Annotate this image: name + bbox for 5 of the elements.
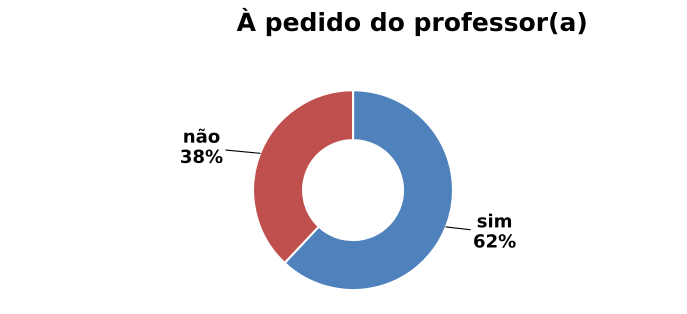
chart-title: À pedido do professor(a) (236, 8, 586, 36)
slice-label: sim (478, 214, 512, 228)
slice-label: não (184, 128, 220, 143)
data-label: 38% (181, 150, 223, 164)
data-label: 62% (474, 234, 516, 248)
